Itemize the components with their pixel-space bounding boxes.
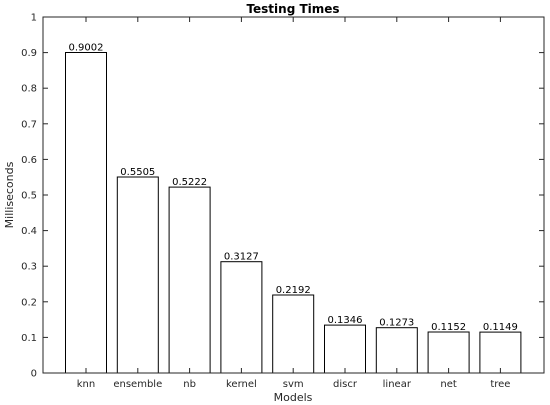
y-axis-label: Milliseconds <box>3 161 16 228</box>
y-tick-label: 0.7 <box>21 119 37 130</box>
bar-linear <box>375 327 418 374</box>
bar-discr <box>324 324 366 374</box>
bar-ensemble <box>116 176 159 374</box>
bar-svm <box>272 294 315 374</box>
x-tick-label-knn: knn <box>77 379 95 390</box>
y-tick-label: 0 <box>31 369 37 380</box>
y-tick-label: 0.6 <box>21 155 37 166</box>
bars-layer: 0.9002 0.5505 0.5222 0.3127 0.2192 0.1346 0.12… <box>65 43 522 374</box>
data-label-kernel: 0.3127 <box>224 252 259 263</box>
x-axis-label: Models <box>274 391 313 404</box>
y-tick-label: 0.5 <box>21 191 37 202</box>
y-tick-label: 0.8 <box>21 84 37 95</box>
data-label-ensemble: 0.5505 <box>120 167 155 178</box>
y-tick-label: 0.4 <box>21 226 37 237</box>
data-label-tree: 0.1149 <box>483 322 518 333</box>
x-tick-label-tree: tree <box>490 379 510 390</box>
y-tick-label: 1 <box>31 13 37 24</box>
x-tick-label-svm: svm <box>283 379 304 390</box>
data-label-linear: 0.1273 <box>379 318 414 329</box>
x-tick-label-ensemble: ensemble <box>113 379 162 390</box>
bar-kernel <box>220 261 263 374</box>
y-tick-label: 0.3 <box>21 262 37 273</box>
x-tick-label-nb: nb <box>183 379 196 390</box>
y-tick-label: 0.9 <box>21 48 37 59</box>
bar-nb <box>168 186 211 374</box>
x-tick-label-linear: linear <box>383 379 412 390</box>
y-tick-label: 0.2 <box>21 297 37 308</box>
x-tick-label-kernel: kernel <box>226 379 257 390</box>
bar-knn <box>65 52 107 374</box>
data-label-knn: 0.9002 <box>69 43 104 54</box>
data-label-svm: 0.2192 <box>276 285 311 296</box>
chart-title: Testing Times <box>246 2 339 16</box>
data-label-discr: 0.1346 <box>328 315 363 326</box>
data-label-nb: 0.5222 <box>172 177 207 188</box>
y-tick-label: 0.1 <box>21 333 37 344</box>
x-tick-label-discr: discr <box>333 379 358 390</box>
data-label-net: 0.1152 <box>431 322 466 333</box>
bar-tree <box>479 331 522 374</box>
axes-layer: 0 0.1 0.2 0.3 0.4 0.5 0.6 0.7 0.8 0.9 1 knn ensemble… <box>21 13 545 390</box>
bar-net <box>427 331 470 374</box>
x-tick-label-net: net <box>440 379 456 390</box>
